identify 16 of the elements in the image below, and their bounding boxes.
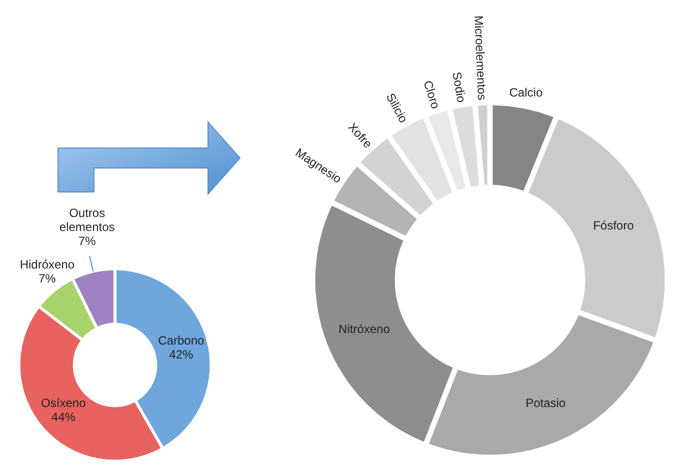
- data-label: 7%: [78, 234, 96, 248]
- slice-label: Carbono: [158, 334, 205, 348]
- slice-label: Calcio: [509, 85, 543, 100]
- slice-label: Sodio: [450, 70, 468, 104]
- slice-label: Nitróxeno: [338, 322, 390, 336]
- slice-label: Osíxeno: [41, 396, 86, 410]
- slice-label: Potasio: [526, 396, 566, 410]
- data-label: 42%: [169, 348, 194, 362]
- slice-label: Silicio: [383, 90, 411, 126]
- slice-label: Fósforo: [593, 218, 634, 233]
- data-label: 7%: [38, 271, 56, 286]
- slice-label: Outros elementos: [59, 206, 115, 234]
- data-label: 44%: [51, 410, 76, 424]
- slice-label: Microelementos: [472, 15, 490, 100]
- slice-label: Cloro: [420, 78, 443, 111]
- slice-label: Hidróxeno: [20, 257, 75, 272]
